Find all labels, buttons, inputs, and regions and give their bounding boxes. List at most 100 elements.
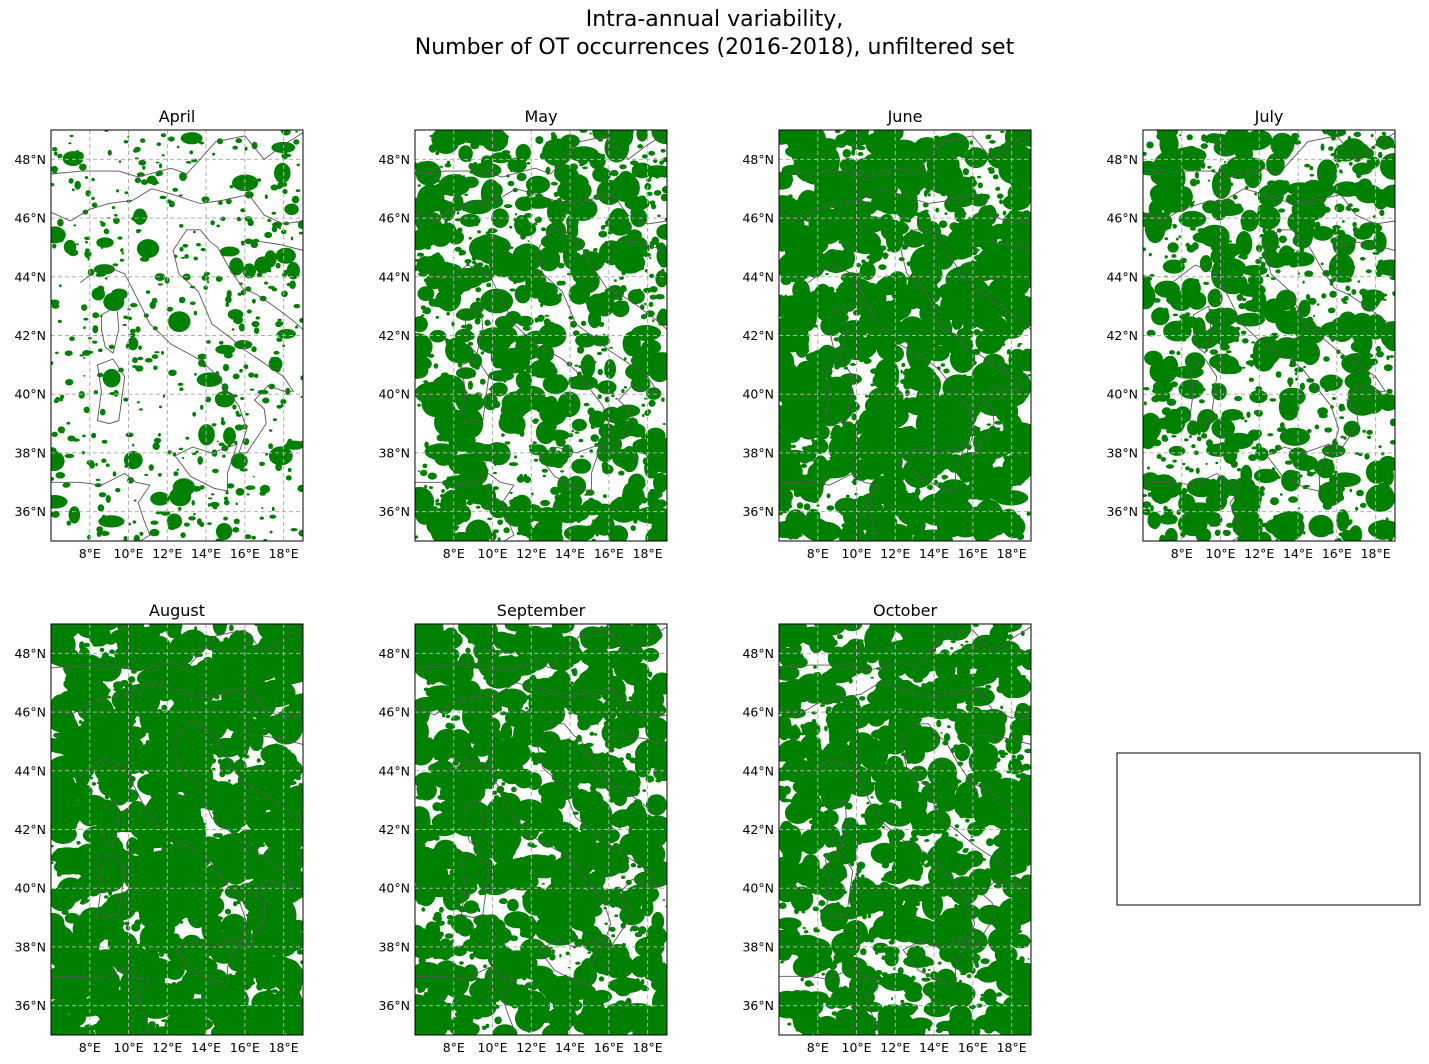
ot-occurrence-mark — [846, 467, 853, 472]
ot-occurrence-mark — [231, 328, 235, 331]
ot-occurrence-mark — [54, 151, 58, 156]
ot-occurrence-mark — [538, 185, 542, 190]
ot-occurrence-mark — [972, 518, 992, 541]
ot-occurrence-mark — [477, 262, 484, 268]
ot-occurrence-mark — [198, 141, 205, 145]
ot-occurrence-mark — [627, 289, 645, 305]
ot-occurrence-mark — [1323, 356, 1330, 362]
ot-occurrence-mark — [480, 236, 511, 256]
ot-occurrence-mark — [660, 193, 667, 202]
ot-occurrence-mark — [1223, 353, 1229, 358]
ot-occurrence-mark — [169, 825, 173, 828]
ot-occurrence-mark — [510, 246, 514, 249]
ot-occurrence-mark — [281, 752, 297, 770]
ot-occurrence-mark — [784, 294, 788, 299]
ot-occurrence-mark — [1175, 180, 1182, 185]
ot-occurrence-mark — [507, 180, 515, 187]
ot-occurrence-mark — [925, 345, 950, 362]
ot-occurrence-mark — [1334, 538, 1342, 541]
lon-tick-label: 14°E — [919, 546, 949, 561]
ot-occurrence-mark — [880, 219, 902, 241]
ot-occurrence-mark — [243, 364, 249, 370]
ot-occurrence-mark — [545, 141, 551, 146]
ot-occurrence-mark — [235, 488, 245, 496]
ot-occurrence-mark — [206, 280, 210, 284]
ot-occurrence-mark — [547, 297, 551, 303]
ot-occurrence-mark — [1270, 132, 1295, 158]
ot-occurrence-mark — [874, 358, 900, 391]
ot-occurrence-mark — [648, 150, 656, 156]
ot-occurrence-mark — [840, 247, 855, 269]
coastline — [241, 241, 303, 251]
ot-occurrence-mark — [488, 370, 514, 382]
lon-tick-label: 10°E — [1206, 546, 1236, 561]
ot-occurrence-mark — [1325, 529, 1334, 535]
ot-occurrence-mark — [503, 204, 513, 209]
ot-occurrence-mark — [599, 240, 624, 265]
ot-occurrence-mark — [590, 434, 599, 442]
ot-occurrence-mark — [215, 344, 236, 355]
ot-occurrence-mark — [264, 194, 268, 199]
ot-occurrence-mark — [158, 473, 162, 477]
ot-occurrence-mark — [648, 301, 654, 307]
ot-occurrence-mark — [51, 861, 54, 864]
ot-occurrence-mark — [937, 421, 971, 454]
ot-occurrence-mark — [974, 438, 1008, 460]
ot-occurrence-mark — [270, 184, 279, 191]
ot-occurrence-mark — [591, 520, 606, 530]
ot-occurrence-mark — [959, 153, 966, 159]
ot-occurrence-mark — [420, 314, 425, 317]
ot-occurrence-mark — [620, 180, 625, 185]
ot-occurrence-mark — [644, 302, 647, 306]
ot-occurrence-mark — [599, 448, 617, 460]
ot-occurrence-mark — [295, 189, 301, 193]
ot-occurrence-mark — [906, 397, 930, 416]
ot-occurrence-mark — [453, 427, 458, 432]
ot-occurrence-mark — [1299, 382, 1305, 391]
ot-occurrence-mark — [1177, 289, 1193, 301]
ot-occurrence-mark — [835, 134, 848, 148]
ot-occurrence-mark — [980, 193, 984, 197]
ot-occurrence-mark — [959, 139, 967, 145]
ot-occurrence-mark — [210, 493, 215, 496]
ot-occurrence-mark — [298, 231, 303, 235]
ot-occurrence-mark — [597, 394, 602, 400]
ot-occurrence-mark — [198, 359, 206, 367]
ot-occurrence-mark — [1189, 178, 1198, 187]
ot-occurrence-mark — [280, 169, 290, 176]
ot-occurrence-mark — [571, 418, 587, 432]
ot-occurrence-mark — [551, 134, 558, 141]
ot-occurrence-mark — [1152, 298, 1161, 303]
ot-occurrence-mark — [835, 405, 845, 410]
ot-occurrence-mark — [1270, 332, 1279, 339]
ot-occurrence-mark — [419, 469, 428, 477]
ot-occurrence-mark — [1382, 298, 1387, 301]
ot-occurrence-mark — [536, 344, 555, 363]
ot-occurrence-mark — [188, 516, 196, 521]
lat-tick-label: 38°N — [14, 445, 46, 460]
coastlines — [51, 132, 303, 541]
ot-occurrence-mark — [135, 229, 142, 233]
ot-occurrence-mark — [112, 471, 117, 477]
ot-occurrence-mark — [57, 218, 64, 227]
ot-occurrence-mark — [653, 238, 659, 242]
ot-occurrence-mark — [502, 271, 505, 276]
ot-occurrence-mark — [1320, 190, 1323, 194]
ot-occurrence-mark — [1289, 430, 1298, 435]
ot-occurrence-mark — [566, 221, 579, 240]
ot-occurrence-mark — [652, 319, 655, 323]
ot-occurrence-mark — [580, 455, 584, 458]
ot-occurrence-mark — [1341, 297, 1347, 303]
ot-occurrence-mark — [861, 507, 886, 531]
ot-occurrence-mark — [254, 798, 259, 804]
ot-occurrence-mark — [272, 221, 282, 228]
ot-occurrence-mark — [83, 375, 86, 377]
ot-occurrence-mark — [1157, 194, 1164, 201]
ot-occurrence-mark — [574, 431, 580, 434]
lat-tick-label: 48°N — [742, 152, 774, 167]
ot-occurrence-mark — [107, 149, 112, 156]
ot-occurrence-mark — [1183, 518, 1189, 522]
ot-occurrence-mark — [88, 624, 111, 647]
ot-occurrence-mark — [540, 303, 543, 308]
